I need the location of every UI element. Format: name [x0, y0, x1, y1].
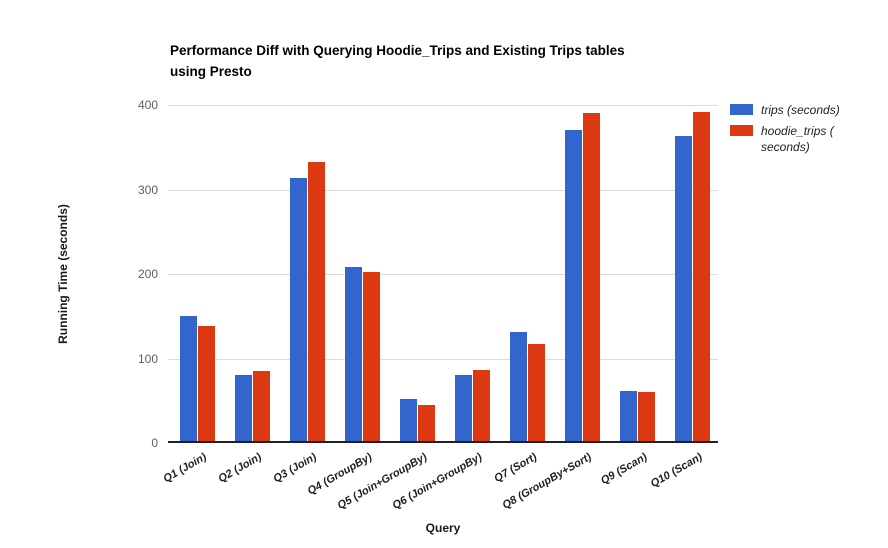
x-tick-label-q1: Q1 (Join)	[161, 451, 209, 486]
x-tick-label-q2: Q2 (Join)	[216, 451, 264, 486]
bar-trips-q10[interactable]	[675, 136, 692, 443]
bar-trips-q8[interactable]	[565, 130, 582, 443]
gridline-100	[168, 359, 718, 360]
bar-trips-q5[interactable]	[400, 399, 417, 443]
bar-hoodie_trips-q4[interactable]	[363, 272, 380, 443]
legend-item-trips: trips (seconds)	[730, 102, 882, 118]
y-tick-label-300: 300	[137, 183, 158, 197]
x-axis-title: Query	[425, 521, 461, 535]
gridline-400	[168, 105, 718, 106]
y-tick-label-400: 400	[137, 98, 158, 112]
bar-trips-q4[interactable]	[345, 267, 362, 443]
x-axis-line	[168, 441, 718, 443]
bar-hoodie_trips-q5[interactable]	[418, 405, 435, 443]
bar-hoodie_trips-q10[interactable]	[693, 112, 710, 443]
legend: trips (seconds) hoodie_trips ( seconds)	[730, 102, 882, 160]
gridline-200	[168, 274, 718, 275]
x-tick-label-q5: Q5 (Join+GroupBy)	[335, 451, 429, 512]
legend-swatch-trips	[730, 104, 753, 115]
bar-hoodie_trips-q3[interactable]	[308, 162, 325, 443]
legend-item-hoodie-trips: hoodie_trips ( seconds)	[730, 123, 882, 155]
bar-hoodie_trips-q1[interactable]	[198, 326, 215, 443]
legend-label-hoodie-trips: hoodie_trips ( seconds)	[761, 124, 834, 154]
bar-trips-q1[interactable]	[180, 316, 197, 443]
gridline-300	[168, 190, 718, 191]
chart-title: Performance Diff with Querying Hoodie_Tr…	[170, 43, 625, 79]
x-tick-label-q10: Q10 (Scan)	[648, 451, 704, 491]
x-tick-label-q3: Q3 (Join)	[271, 451, 319, 486]
bar-trips-q6[interactable]	[455, 375, 472, 443]
legend-swatch-hoodie-trips	[730, 125, 753, 136]
x-tick-label-q7: Q7 (Sort)	[492, 451, 539, 485]
y-tick-label-0: 0	[151, 436, 158, 450]
bar-hoodie_trips-q8[interactable]	[583, 113, 600, 443]
bar-hoodie_trips-q6[interactable]	[473, 370, 490, 443]
x-tick-label-q6: Q6 (Join+GroupBy)	[390, 451, 484, 512]
x-tick-label-q9: Q9 (Scan)	[598, 451, 649, 488]
y-axis-title: Running Time (seconds)	[56, 204, 70, 344]
y-tick-label-200: 200	[137, 267, 158, 281]
bar-hoodie_trips-q7[interactable]	[528, 344, 545, 443]
bar-hoodie_trips-q2[interactable]	[253, 371, 270, 443]
bar-hoodie_trips-q9[interactable]	[638, 392, 655, 443]
bar-trips-q3[interactable]	[290, 178, 307, 443]
legend-label-trips: trips (seconds)	[761, 103, 840, 117]
y-tick-label-100: 100	[137, 352, 158, 366]
bar-trips-q9[interactable]	[620, 391, 637, 443]
bar-trips-q7[interactable]	[510, 332, 527, 443]
plot-area	[168, 105, 718, 443]
bar-trips-q2[interactable]	[235, 375, 252, 443]
